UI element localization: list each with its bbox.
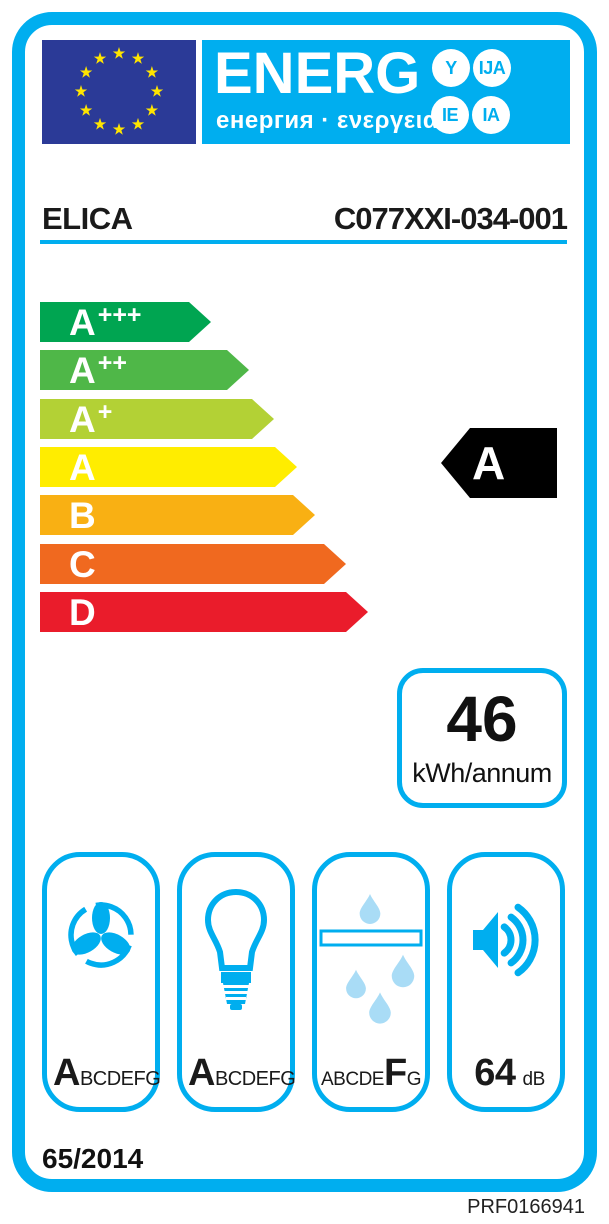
energ-badge-ija: IJA: [473, 49, 511, 87]
class-arrow-c: C: [40, 544, 346, 584]
eu-flag: [42, 40, 196, 144]
fan-icon: [68, 902, 134, 968]
selected-class-letter: A: [472, 437, 506, 489]
class-suffix: ++: [97, 348, 127, 377]
label-border: [12, 12, 597, 1192]
class-arrow-a: A: [40, 447, 297, 487]
regulation-number: 65/2014: [42, 1143, 144, 1174]
class-letter: C: [69, 543, 96, 585]
class-arrow-a-plus-plus: A ++: [40, 350, 249, 390]
class-letter: A: [69, 301, 96, 343]
header-divider: [40, 240, 567, 244]
grease-filtering-box: ABCDE F G: [312, 852, 430, 1112]
annual-energy-unit: kWh/annum: [412, 758, 552, 788]
energ-logo-subtext: енергия · ενεργεια: [216, 107, 439, 134]
grade-pre: ABCDE: [321, 1069, 384, 1090]
lighting-efficiency-box: A BCDEFG: [177, 852, 296, 1112]
lighting-grade-scale: A BCDEFG: [188, 1052, 296, 1095]
energ-badge-ie: IE: [431, 96, 469, 134]
class-arrow-a-plus: A +: [40, 399, 274, 439]
energ-badge-y: Y: [432, 49, 470, 87]
selected-class-arrow: A: [441, 428, 557, 498]
grade-post: BCDEFG: [214, 1068, 296, 1090]
eu-flag-stars: [74, 47, 164, 135]
class-suffix: +: [97, 397, 113, 426]
grade-big: A: [188, 1052, 215, 1094]
brand-name: ELICA: [42, 201, 133, 236]
class-arrow-d: D: [40, 592, 368, 632]
grease-filter-icon: [319, 894, 423, 1024]
class-arrow-b: B: [40, 495, 315, 535]
noise-value-row: 64 dB: [454, 1052, 558, 1095]
class-arrow-a-plus-plus-plus: A +++: [40, 302, 211, 342]
reference-code: PRF0166941: [467, 1196, 585, 1218]
class-letter: A: [69, 446, 96, 488]
light-bulb-icon: [204, 888, 268, 1010]
speaker-icon: [473, 903, 539, 977]
model-number: C077XXI-034-001: [333, 201, 568, 236]
class-letter: B: [69, 494, 96, 536]
class-letter: A: [69, 349, 96, 391]
grade-post: BCDEFG: [79, 1068, 161, 1090]
annual-energy-box: 46 kWh/annum: [397, 668, 567, 808]
class-letter: A: [69, 398, 96, 440]
grease-grade-scale: ABCDE F G: [321, 1052, 423, 1095]
noise-unit: dB: [522, 1069, 546, 1090]
energ-logo-text: ENERG: [214, 41, 421, 106]
noise-level-box: 64 dB: [447, 852, 565, 1112]
grade-post: G: [406, 1069, 422, 1090]
fan-efficiency-box: A BCDEFG: [42, 852, 161, 1112]
class-suffix: +++: [97, 300, 142, 329]
annual-energy-value: 46: [446, 683, 518, 755]
noise-value: 64: [474, 1052, 516, 1094]
grade-big: A: [53, 1052, 80, 1094]
fan-grade-scale: A BCDEFG: [53, 1052, 161, 1095]
energ-badge-ia: IA: [472, 96, 510, 134]
grade-big: F: [383, 1052, 407, 1094]
class-letter: D: [69, 591, 96, 633]
energ-logo: ENERG енергия · ενεργεια Y IJA IE IA: [202, 40, 570, 144]
